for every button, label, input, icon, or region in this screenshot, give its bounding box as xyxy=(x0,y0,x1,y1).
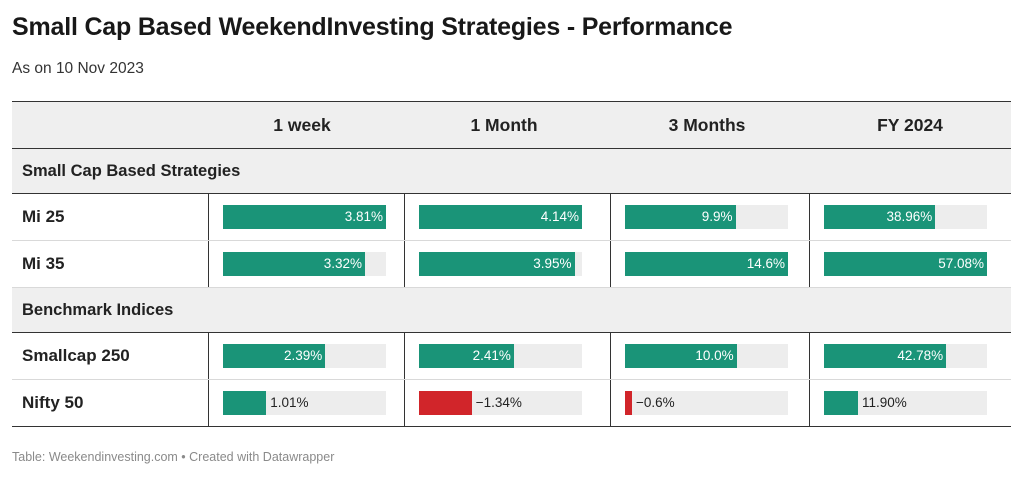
positive-bar xyxy=(223,205,386,229)
bar-cell: 42.78% xyxy=(809,333,1012,379)
positive-bar xyxy=(419,205,582,229)
positive-bar xyxy=(824,344,947,368)
value-label: 2.39% xyxy=(283,348,323,363)
value-label: 3.81% xyxy=(344,209,383,224)
value-label: 57.08% xyxy=(938,256,984,271)
bar-track xyxy=(824,344,987,368)
positive-bar xyxy=(824,205,936,229)
bar-track xyxy=(419,344,582,368)
value-label: 3.95% xyxy=(533,256,572,271)
table-row: Nifty 50 1.01% −1.34% −0.6% 11.90% xyxy=(12,380,1011,427)
bar-track xyxy=(223,205,386,229)
table-row: Smallcap 250 2.39% 2.41% 10.0% 42.78% xyxy=(12,333,1011,380)
column-header: 1 week xyxy=(273,115,331,135)
value-label: −0.6% xyxy=(636,395,675,410)
bar-track xyxy=(223,344,386,368)
bar-cell: 3.95% xyxy=(404,241,611,287)
bar-track xyxy=(625,391,788,415)
bar-track xyxy=(625,205,788,229)
group-header: Benchmark Indices xyxy=(12,288,1011,333)
value-label: 4.14% xyxy=(540,209,579,224)
table-row: Mi 25 3.81% 4.14% 9.9% 38.96% xyxy=(12,194,1011,241)
bar-track xyxy=(625,252,788,276)
group-label: Benchmark Indices xyxy=(22,301,174,319)
bar-track xyxy=(625,344,788,368)
value-label: 11.90% xyxy=(861,395,907,410)
row-label: Smallcap 250 xyxy=(22,346,130,365)
positive-bar xyxy=(419,344,514,368)
bar-track xyxy=(419,252,582,276)
bar-cell: 14.6% xyxy=(610,241,810,287)
positive-bar xyxy=(625,205,736,229)
bar-track xyxy=(824,391,987,415)
bar-track xyxy=(824,205,987,229)
bar-track xyxy=(419,391,582,415)
positive-bar xyxy=(223,344,326,368)
bar-cell: 10.0% xyxy=(610,333,810,379)
bar-cell: 3.32% xyxy=(208,241,405,287)
positive-bar xyxy=(223,391,267,415)
row-label: Mi 35 xyxy=(22,254,65,273)
value-label: 3.32% xyxy=(323,256,363,271)
bar-track xyxy=(223,391,386,415)
column-header: 3 Months xyxy=(668,115,746,135)
positive-bar xyxy=(824,391,858,415)
group-header: Small Cap Based Strategies xyxy=(12,149,1011,194)
positive-bar xyxy=(419,252,575,276)
bar-track xyxy=(419,205,582,229)
bar-track xyxy=(824,252,987,276)
bar-cell: −0.6% xyxy=(610,380,810,426)
value-label: 10.0% xyxy=(695,348,734,363)
value-label: 9.9% xyxy=(701,209,733,224)
group-label: Small Cap Based Strategies xyxy=(22,162,241,180)
bar-cell: 1.01% xyxy=(208,380,405,426)
positive-bar xyxy=(223,252,366,276)
bar-cell: 4.14% xyxy=(404,194,611,240)
positive-bar xyxy=(625,344,737,368)
bar-cell: 2.41% xyxy=(404,333,611,379)
bar-track xyxy=(223,252,386,276)
value-label: 1.01% xyxy=(270,395,309,410)
bar-cell: 57.08% xyxy=(809,241,1012,287)
value-label: 38.96% xyxy=(886,209,933,224)
performance-table: 1 week 1 Month 3 Months FY 2024 Small Cap Ba… xyxy=(12,101,1011,427)
chart-subtitle: As on 10 Nov 2023 xyxy=(12,60,144,77)
bar-cell: 9.9% xyxy=(610,194,810,240)
bar-cell: 3.81% xyxy=(208,194,405,240)
value-label: 42.78% xyxy=(897,348,944,363)
column-header: FY 2024 xyxy=(877,115,943,135)
negative-bar xyxy=(625,391,632,415)
bar-cell: −1.34% xyxy=(404,380,611,426)
chart-footer: Table: Weekendinvesting.com • Created wi… xyxy=(12,450,335,464)
bar-cell: 38.96% xyxy=(809,194,1012,240)
value-label: 2.41% xyxy=(472,348,511,363)
table-row: Mi 35 3.32% 3.95% 14.6% 57.08% xyxy=(12,241,1011,288)
negative-bar xyxy=(419,391,472,415)
bar-cell: 2.39% xyxy=(208,333,405,379)
value-label: 14.6% xyxy=(746,256,785,271)
chart-title: Small Cap Based WeekendInvesting Strateg… xyxy=(12,13,733,41)
bar-cell: 11.90% xyxy=(809,380,1012,426)
table-header: 1 week 1 Month 3 Months FY 2024 xyxy=(12,101,1011,149)
column-header: 1 Month xyxy=(470,115,538,135)
value-label: −1.34% xyxy=(475,395,522,410)
positive-bar xyxy=(625,252,788,276)
row-label: Nifty 50 xyxy=(22,393,84,412)
positive-bar xyxy=(824,252,987,276)
row-label: Mi 25 xyxy=(22,207,65,226)
